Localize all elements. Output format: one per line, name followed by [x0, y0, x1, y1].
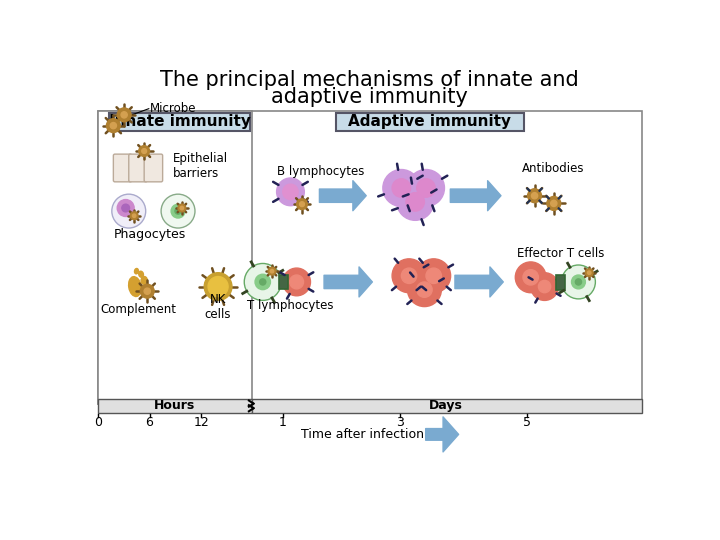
- Circle shape: [523, 269, 539, 285]
- Circle shape: [130, 212, 138, 220]
- Text: Time after infection: Time after infection: [301, 428, 424, 441]
- FancyBboxPatch shape: [109, 112, 251, 131]
- Circle shape: [426, 268, 441, 284]
- Circle shape: [208, 276, 228, 296]
- Circle shape: [178, 204, 186, 212]
- Circle shape: [562, 265, 595, 299]
- Text: Complement: Complement: [100, 303, 176, 316]
- Circle shape: [244, 264, 282, 300]
- Circle shape: [547, 197, 561, 211]
- Circle shape: [531, 273, 559, 300]
- Circle shape: [121, 112, 127, 118]
- Circle shape: [283, 268, 310, 296]
- Circle shape: [276, 178, 305, 206]
- Text: Innate immunity: Innate immunity: [109, 114, 251, 129]
- Text: 3: 3: [396, 416, 404, 429]
- Circle shape: [383, 170, 420, 206]
- Circle shape: [283, 184, 298, 200]
- Circle shape: [406, 193, 425, 211]
- Circle shape: [392, 259, 426, 293]
- FancyBboxPatch shape: [113, 154, 132, 182]
- Circle shape: [397, 184, 433, 220]
- Circle shape: [117, 200, 134, 217]
- Circle shape: [417, 179, 435, 197]
- Circle shape: [161, 194, 195, 228]
- Circle shape: [539, 280, 551, 293]
- Circle shape: [516, 262, 546, 293]
- Text: 5: 5: [523, 416, 531, 429]
- FancyBboxPatch shape: [98, 111, 252, 403]
- FancyBboxPatch shape: [279, 275, 288, 289]
- Circle shape: [140, 284, 154, 298]
- Text: Effector T cells: Effector T cells: [517, 247, 604, 260]
- Circle shape: [117, 108, 131, 122]
- Circle shape: [268, 267, 276, 275]
- Circle shape: [110, 123, 117, 129]
- Circle shape: [408, 170, 444, 206]
- Circle shape: [572, 275, 585, 289]
- Ellipse shape: [135, 268, 138, 274]
- Circle shape: [139, 146, 150, 157]
- Text: B lymphocytes: B lymphocytes: [276, 165, 364, 178]
- Circle shape: [531, 193, 538, 199]
- Circle shape: [260, 279, 266, 285]
- Text: 1: 1: [279, 416, 287, 429]
- Circle shape: [132, 214, 136, 218]
- Circle shape: [255, 274, 271, 289]
- Circle shape: [289, 275, 304, 289]
- Text: Hours: Hours: [154, 400, 196, 413]
- FancyBboxPatch shape: [129, 154, 148, 182]
- Circle shape: [575, 279, 582, 285]
- Circle shape: [212, 280, 225, 293]
- Circle shape: [300, 202, 305, 207]
- Ellipse shape: [141, 276, 148, 284]
- Circle shape: [112, 194, 145, 228]
- Text: The principal mechanisms of innate and: The principal mechanisms of innate and: [160, 70, 578, 90]
- Text: Adaptive immunity: Adaptive immunity: [348, 114, 511, 129]
- Circle shape: [171, 204, 185, 218]
- Circle shape: [528, 189, 541, 202]
- Circle shape: [142, 148, 147, 153]
- Circle shape: [204, 273, 232, 300]
- Text: 12: 12: [193, 416, 209, 429]
- Circle shape: [144, 288, 150, 294]
- FancyBboxPatch shape: [144, 154, 163, 182]
- Ellipse shape: [139, 271, 143, 277]
- Circle shape: [392, 179, 410, 197]
- Circle shape: [180, 206, 184, 210]
- FancyBboxPatch shape: [252, 399, 642, 413]
- Circle shape: [270, 269, 274, 273]
- Circle shape: [551, 200, 557, 206]
- Text: Microbe: Microbe: [150, 102, 196, 115]
- Text: Epithelial
barriers: Epithelial barriers: [173, 152, 228, 180]
- FancyBboxPatch shape: [98, 399, 252, 413]
- Circle shape: [175, 208, 181, 214]
- Text: 6: 6: [145, 416, 153, 429]
- Circle shape: [401, 268, 417, 284]
- FancyBboxPatch shape: [336, 112, 523, 131]
- Circle shape: [297, 199, 307, 210]
- Circle shape: [588, 271, 591, 274]
- Circle shape: [408, 273, 441, 307]
- Ellipse shape: [129, 276, 141, 296]
- Text: NK
cells: NK cells: [204, 293, 231, 321]
- Circle shape: [107, 119, 120, 132]
- Text: Phagocytes: Phagocytes: [114, 228, 186, 241]
- Text: T lymphocytes: T lymphocytes: [247, 299, 333, 312]
- Circle shape: [417, 282, 432, 298]
- Text: adaptive immunity: adaptive immunity: [271, 87, 467, 107]
- Text: 0: 0: [94, 416, 102, 429]
- FancyBboxPatch shape: [556, 275, 565, 291]
- Circle shape: [122, 204, 130, 212]
- Circle shape: [585, 269, 593, 276]
- Circle shape: [417, 259, 451, 293]
- Circle shape: [213, 282, 222, 291]
- Text: Days: Days: [429, 400, 463, 413]
- FancyBboxPatch shape: [98, 111, 642, 403]
- Text: Antibodies: Antibodies: [521, 162, 584, 176]
